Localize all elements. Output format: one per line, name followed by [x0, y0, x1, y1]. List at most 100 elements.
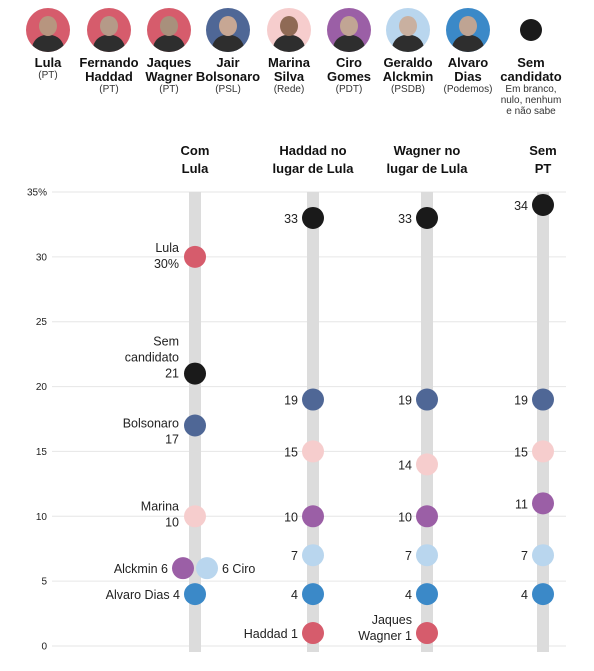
data-label: 7 [405, 549, 412, 563]
data-label: Jaques [372, 613, 412, 627]
candidate-party: (PT) [99, 84, 119, 95]
data-label: Alckmin 6 [114, 562, 168, 576]
data-point [416, 505, 438, 528]
candidate-photo-icon [386, 8, 430, 52]
candidate-name: Fernando [79, 55, 139, 70]
data-point [302, 206, 324, 229]
column-title: Com [181, 143, 210, 158]
data-label: 7 [291, 549, 298, 563]
data-point [172, 557, 194, 580]
candidate-party: (PSDB) [391, 84, 425, 95]
candidate-8: Sem candidato Em branco, nulo, nenhum e não … [496, 8, 566, 117]
candidate-name: Haddad [85, 69, 133, 84]
candidate-photo-icon [267, 8, 311, 52]
data-label: 19 [398, 394, 412, 408]
data-label: 17 [165, 432, 179, 446]
candidate-name: Dias [454, 69, 482, 84]
column-track [421, 192, 433, 652]
data-label: 30% [154, 257, 179, 271]
candidate-party: (Podemos) [443, 84, 493, 95]
y-tick-label: 0 [41, 642, 47, 653]
data-label: 21 [165, 367, 179, 381]
candidate-name: Bolsonaro [195, 69, 261, 84]
column-title: PT [535, 161, 552, 176]
candidate-name: Alvaro [447, 55, 489, 70]
data-point [184, 362, 206, 385]
data-label: Lula [155, 241, 179, 255]
data-point [302, 583, 324, 606]
candidate-name: Jaques [146, 55, 192, 70]
data-point [184, 583, 206, 606]
candidate-4: Marina Silva (Rede) [254, 8, 324, 96]
data-label: 7 [521, 549, 528, 563]
data-label: 10 [398, 510, 412, 524]
candidate-6: Geraldo Alckmin (PSDB) [373, 8, 443, 96]
data-point [532, 492, 554, 515]
data-label: Marina [141, 499, 179, 513]
candidate-party: (Rede) [273, 84, 305, 95]
data-label: Sem [153, 335, 179, 349]
data-label: 10 [165, 515, 179, 529]
data-point [416, 206, 438, 229]
candidate-name: Geraldo [383, 55, 433, 70]
data-point [196, 557, 218, 580]
data-label: 19 [284, 394, 298, 408]
data-point [416, 583, 438, 606]
column-title: lugar de Lula [387, 161, 469, 176]
data-label: 4 [521, 588, 528, 602]
data-label: Alvaro Dias 4 [106, 588, 180, 602]
data-point [532, 440, 554, 463]
candidate-photo-icon [327, 8, 371, 52]
data-label: 33 [284, 212, 298, 226]
candidate-name: Marina [268, 55, 310, 70]
data-label: 15 [284, 445, 298, 459]
y-tick-label: 20 [36, 382, 48, 393]
candidate-2: Jaques Wagner (PT) [134, 8, 204, 96]
candidate-party: (PT) [38, 70, 58, 81]
data-label: 4 [291, 588, 298, 602]
candidate-photo-icon [87, 8, 131, 52]
candidate-party: (PDT) [335, 84, 363, 95]
data-point [416, 622, 438, 645]
candidate-name: Jair [216, 55, 240, 70]
data-point [302, 622, 324, 645]
data-label: candidato [125, 351, 179, 365]
candidate-name: Ciro [336, 55, 362, 70]
candidate-name: Alckmin [382, 69, 434, 84]
candidate-party: (PSL) [215, 84, 241, 95]
data-point [532, 544, 554, 567]
column-track [307, 192, 319, 652]
data-point [302, 505, 324, 528]
y-tick-label: 15 [36, 447, 48, 458]
candidate-note: Em branco, [505, 84, 557, 95]
y-tick-label: 35% [27, 188, 47, 199]
data-point [416, 544, 438, 567]
data-label: 4 [405, 588, 412, 602]
data-label: 6 Ciro [222, 562, 255, 576]
candidate-name: Sem [517, 55, 545, 70]
column-title: Haddad no [279, 143, 346, 158]
data-label: 10 [284, 510, 298, 524]
candidate-name: Gomes [326, 69, 372, 84]
candidate-name: candidato [500, 69, 562, 84]
data-label: 34 [514, 199, 528, 213]
data-point [532, 583, 554, 606]
data-label: 14 [398, 458, 412, 472]
candidate-note: e não sabe [506, 106, 556, 117]
data-point [184, 245, 206, 268]
data-label: 11 [515, 497, 528, 511]
blank-vote-dot-icon [509, 8, 553, 52]
column-track [537, 192, 549, 652]
data-label: Haddad 1 [244, 627, 298, 641]
candidate-photo-icon [446, 8, 490, 52]
data-point [416, 453, 438, 476]
candidate-3: Jair Bolsonaro (PSL) [193, 8, 263, 96]
data-point [184, 505, 206, 528]
y-tick-label: 25 [36, 317, 48, 328]
candidate-7: Alvaro Dias (Podemos) [433, 8, 503, 96]
data-label: 19 [514, 394, 528, 408]
candidate-note: nulo, nenhum [500, 95, 562, 106]
y-tick-label: 10 [36, 512, 48, 523]
candidate-legend: Lula (PT) Fernando Haddad (PT) Jaques Wagner (P… [0, 0, 594, 130]
